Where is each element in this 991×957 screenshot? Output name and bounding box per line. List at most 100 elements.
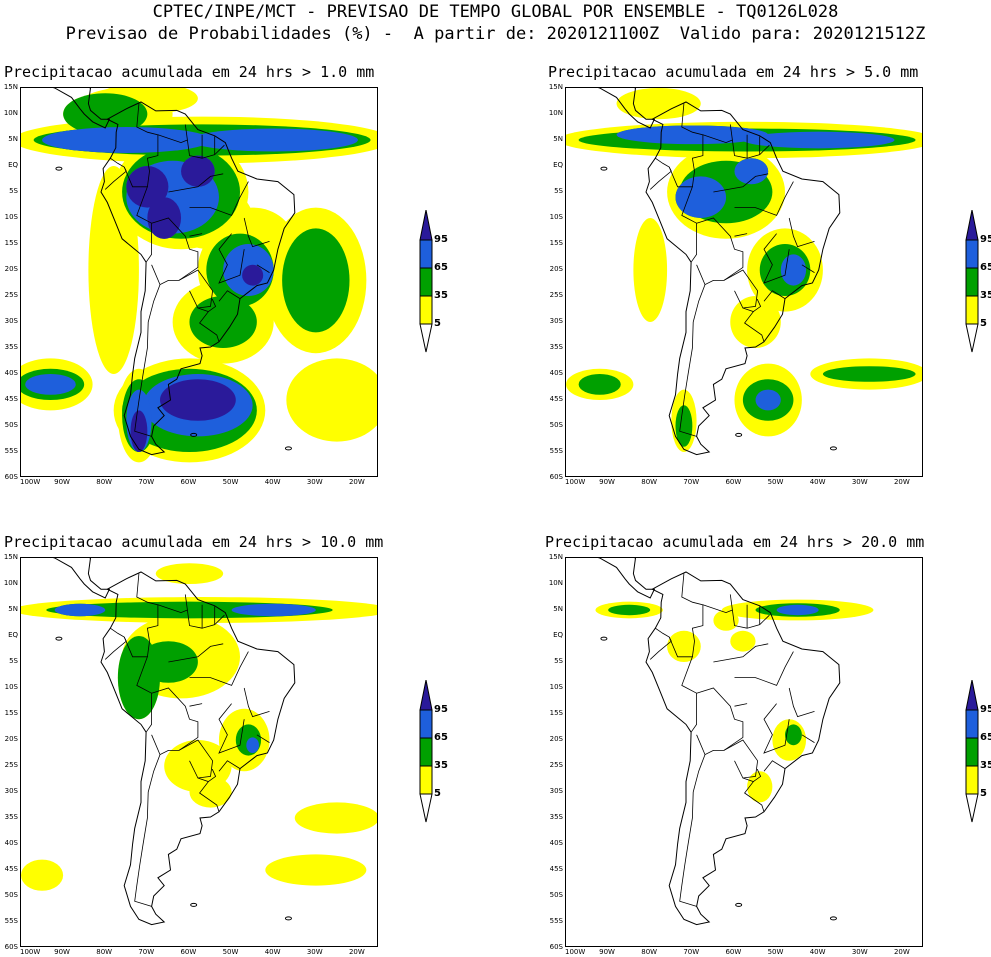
country-border: [742, 777, 765, 812]
probability-contour: [155, 563, 224, 584]
latitude-label: EQ: [553, 161, 563, 169]
country-border: [256, 264, 270, 273]
country-border: [734, 703, 748, 707]
longitude-label: 70W: [138, 948, 155, 956]
country-border: [763, 760, 786, 772]
probability-contour: [181, 155, 215, 187]
colorbar-label: 65: [434, 262, 448, 273]
country-border: [151, 687, 199, 756]
country-border: [157, 594, 188, 614]
longitude-label: 40W: [264, 478, 281, 486]
island: [600, 166, 608, 171]
latitude-label: 55S: [549, 447, 563, 455]
longitude-label: 80W: [96, 478, 113, 486]
panel-2-map: [565, 87, 923, 477]
colorbar-segment: [419, 239, 433, 269]
latitude-label: 50S: [549, 891, 563, 899]
country-border: [189, 181, 249, 216]
colorbar-segment: [965, 737, 979, 767]
country-border: [696, 217, 744, 286]
latitude-label: EQ: [8, 631, 18, 639]
longitude-label: 30W: [851, 948, 868, 956]
country-border: [763, 233, 790, 284]
latitude-label: 15N: [548, 83, 563, 91]
country-border: [256, 734, 270, 743]
probability-contour: [63, 93, 148, 135]
colorbar-label: 65: [980, 262, 991, 273]
longitude-label: 90W: [599, 478, 615, 486]
probability-contour: [189, 776, 232, 808]
colorbar-label: 95: [434, 234, 448, 245]
probability-contour: [147, 197, 182, 239]
country-border: [681, 573, 704, 657]
colorbar-label: 35: [434, 290, 448, 301]
probability-contour: [713, 610, 739, 631]
probability-contour: [734, 158, 769, 185]
latitude-label: 10N: [548, 579, 563, 587]
probability-contour: [246, 737, 259, 753]
header-subtitle: Previsao de Probabilidades (%) - A parti…: [65, 24, 926, 44]
longitude-label: 60W: [725, 948, 742, 956]
colorbar-label: 65: [434, 732, 448, 743]
colorbar-segment: [419, 765, 433, 795]
probability-contour: [616, 88, 701, 120]
latitude-label: 5S: [9, 187, 18, 195]
country-border: [218, 760, 241, 772]
country-border: [218, 703, 245, 754]
probability-contour: [54, 603, 106, 617]
colorbar-label: 95: [980, 704, 991, 715]
island: [829, 446, 837, 451]
longitude-label: 80W: [96, 948, 113, 956]
latitude-label: 60S: [4, 473, 18, 481]
colorbar-label: 35: [980, 760, 991, 771]
country-border: [134, 284, 161, 437]
latitude-label: 45S: [549, 395, 563, 403]
country-border: [734, 651, 794, 686]
latitude-label: 50S: [549, 421, 563, 429]
island: [735, 902, 743, 907]
latitude-label: 25S: [4, 291, 18, 299]
latitude-label: 30S: [4, 787, 18, 795]
latitude-label: 20S: [549, 735, 563, 743]
country-border: [208, 768, 217, 782]
latitude-label: 5S: [554, 657, 563, 665]
latitude-label: 15N: [3, 553, 18, 561]
longitude-label: 70W: [683, 948, 700, 956]
country-border: [134, 754, 161, 907]
latitude-label: 40S: [549, 369, 563, 377]
probability-contour: [667, 630, 701, 662]
latitude-label: 10S: [549, 213, 563, 221]
latitude-label: 55S: [4, 447, 18, 455]
colorbar-label: 5: [980, 788, 987, 799]
longitude-label: 60W: [180, 478, 197, 486]
country-border: [734, 181, 794, 216]
panel-4-title: Precipitacao acumulada em 24 hrs > 20.0 …: [545, 533, 925, 551]
longitude-label: 100W: [20, 478, 41, 486]
probability-contour: [822, 366, 916, 382]
latitude-label: 40S: [4, 369, 18, 377]
island: [55, 166, 63, 171]
panel-1-map: [20, 87, 378, 477]
colorbar-label: 5: [434, 788, 441, 799]
probability-map-svg: [566, 88, 922, 456]
country-border: [178, 269, 214, 309]
probability-contour: [130, 410, 148, 453]
probability-map-svg: [21, 88, 377, 463]
longitude-label: 30W: [306, 478, 323, 486]
latitude-label: 35S: [4, 813, 18, 821]
country-border: [189, 703, 203, 707]
central-america-coastline: [21, 88, 111, 129]
latitude-label: 25S: [549, 291, 563, 299]
colorbar-segment: [419, 323, 433, 353]
latitude-label: 20S: [549, 265, 563, 273]
colorbar-label: 35: [980, 290, 991, 301]
probability-contour: [189, 128, 358, 152]
probability-contour: [608, 604, 651, 616]
colorbar-segment: [965, 323, 979, 353]
colorbar-label: 35: [434, 760, 448, 771]
latitude-label: 20S: [4, 265, 18, 273]
latitude-label: 30S: [549, 787, 563, 795]
probability-contour: [189, 296, 257, 348]
colorbar-segment: [419, 793, 433, 823]
latitude-label: 15S: [4, 709, 18, 717]
